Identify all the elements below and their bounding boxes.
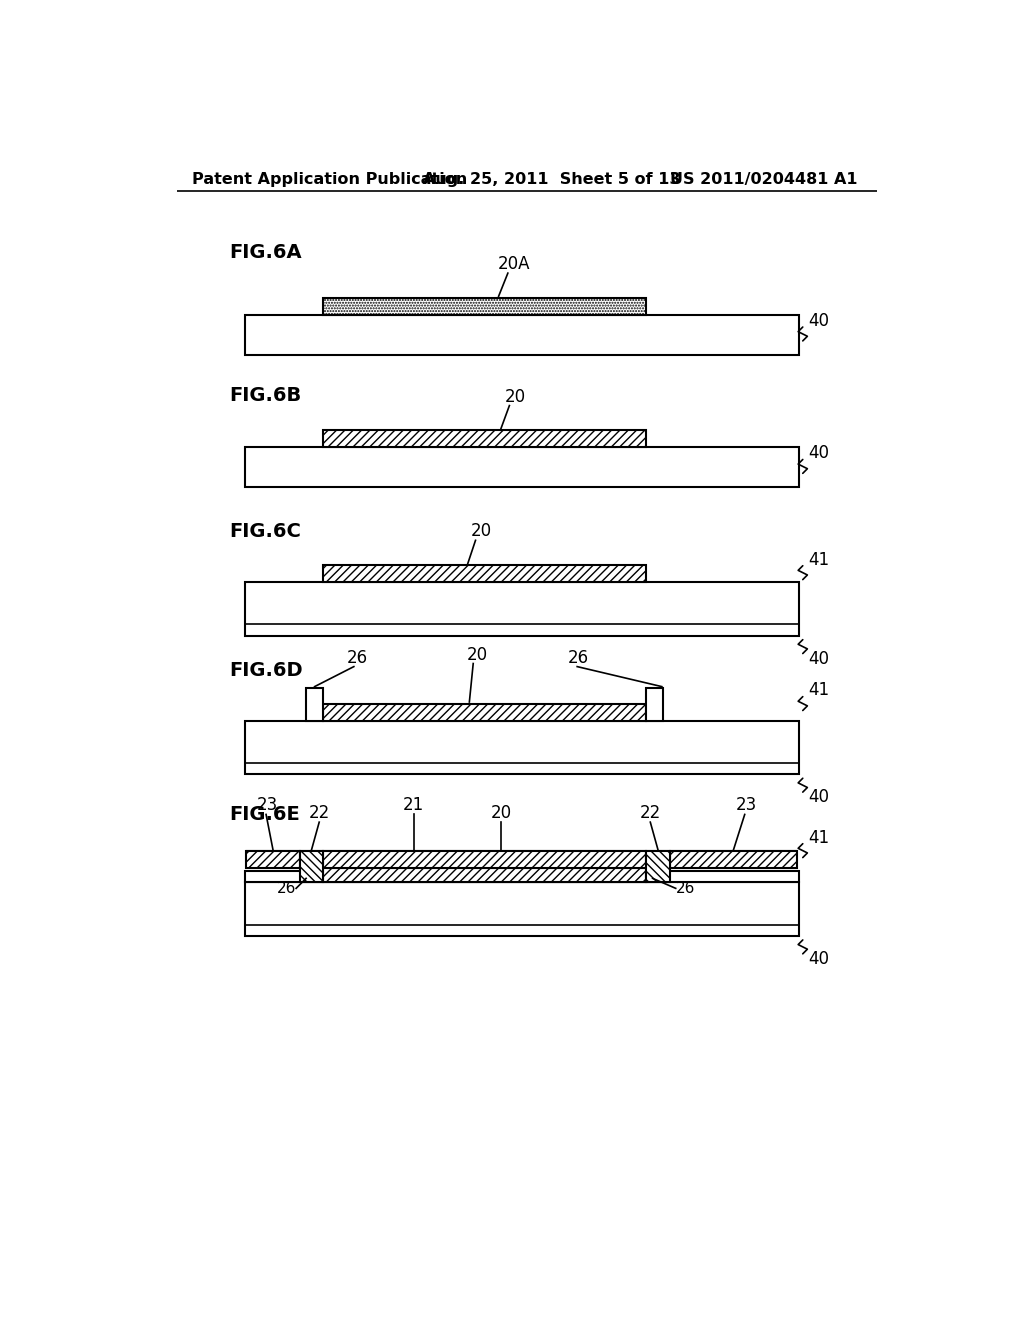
- Bar: [245, 871, 799, 882]
- Text: 40: 40: [808, 788, 829, 807]
- Bar: [646, 688, 664, 721]
- Text: 20A: 20A: [498, 255, 530, 273]
- Bar: [323, 298, 646, 314]
- Bar: [245, 314, 799, 355]
- Bar: [245, 447, 799, 487]
- Text: FIG.6E: FIG.6E: [229, 805, 300, 825]
- Text: Aug. 25, 2011  Sheet 5 of 13: Aug. 25, 2011 Sheet 5 of 13: [423, 172, 681, 186]
- Text: FIG.6A: FIG.6A: [229, 243, 302, 263]
- Bar: [323, 704, 646, 721]
- Bar: [300, 851, 323, 882]
- Text: 23: 23: [257, 796, 279, 814]
- Text: 20: 20: [490, 804, 512, 822]
- Bar: [323, 869, 646, 882]
- Text: 40: 40: [808, 950, 829, 968]
- Bar: [245, 882, 799, 936]
- Text: 23: 23: [735, 796, 757, 814]
- Text: 22: 22: [640, 804, 660, 822]
- Bar: [323, 430, 646, 447]
- Text: 40: 40: [808, 312, 829, 330]
- Text: 40: 40: [808, 445, 829, 462]
- Bar: [670, 851, 798, 869]
- Text: 26: 26: [276, 880, 296, 896]
- Text: 26: 26: [568, 648, 589, 667]
- Bar: [246, 851, 300, 869]
- Text: 26: 26: [676, 880, 695, 896]
- Text: 26: 26: [347, 648, 369, 667]
- Text: 20: 20: [505, 388, 526, 405]
- Text: 22: 22: [308, 804, 330, 822]
- Bar: [323, 565, 646, 582]
- Text: 41: 41: [808, 550, 829, 569]
- Bar: [646, 851, 670, 882]
- Text: 40: 40: [808, 649, 829, 668]
- Text: US 2011/0204481 A1: US 2011/0204481 A1: [670, 172, 857, 186]
- Bar: [245, 582, 799, 636]
- Bar: [245, 721, 799, 775]
- Text: FIG.6D: FIG.6D: [229, 661, 303, 680]
- Text: FIG.6B: FIG.6B: [229, 385, 301, 405]
- Text: 21: 21: [403, 796, 424, 814]
- Text: Patent Application Publication: Patent Application Publication: [193, 172, 467, 186]
- Bar: [323, 851, 646, 869]
- Text: 41: 41: [808, 681, 829, 700]
- Bar: [306, 688, 323, 721]
- Text: 20: 20: [470, 523, 492, 540]
- Text: 41: 41: [808, 829, 829, 846]
- Text: 20: 20: [467, 645, 487, 664]
- Text: FIG.6C: FIG.6C: [229, 523, 301, 541]
